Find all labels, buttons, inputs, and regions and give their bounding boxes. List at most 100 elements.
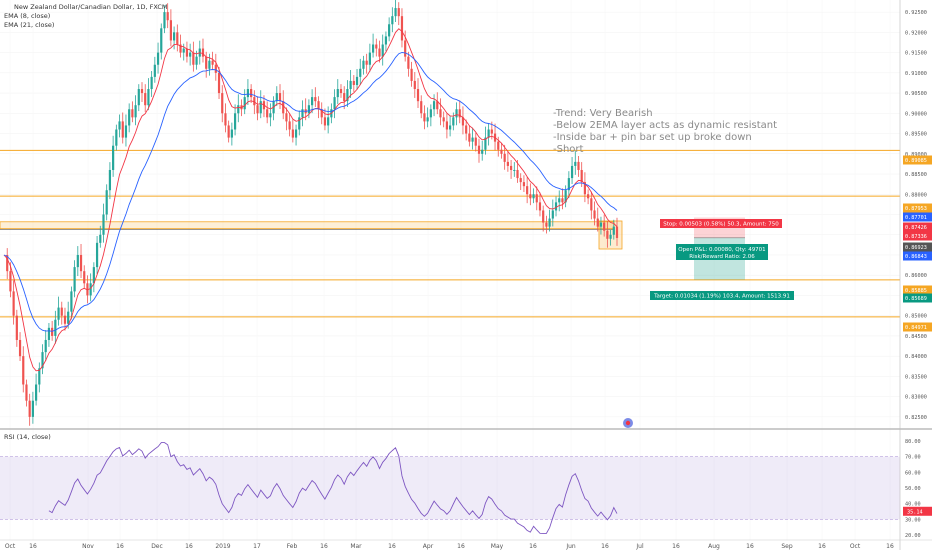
candle-body bbox=[179, 44, 182, 53]
candle-body bbox=[397, 8, 400, 17]
target-label: Target: 0.01034 (1.19%) 103.4, Amount: 1… bbox=[653, 294, 790, 300]
candle-body bbox=[301, 109, 304, 118]
candle-body bbox=[394, 8, 397, 17]
candle-body bbox=[416, 89, 420, 102]
candle-body bbox=[371, 44, 375, 53]
stop-label-bg bbox=[660, 219, 782, 228]
candle-body bbox=[368, 52, 371, 65]
candle-body bbox=[429, 109, 432, 118]
time-tick-label: Feb bbox=[287, 543, 298, 550]
price-tick-label: 0.90500 bbox=[905, 91, 927, 97]
candle-body bbox=[307, 105, 310, 114]
candle-body bbox=[288, 121, 291, 130]
candle-body bbox=[169, 20, 172, 41]
candle-body bbox=[532, 194, 535, 199]
candle-body bbox=[455, 109, 458, 118]
price-tick-label: 0.92000 bbox=[905, 30, 927, 36]
candle-body bbox=[400, 16, 404, 41]
candle-body bbox=[436, 101, 439, 110]
price-tick-label: 0.83500 bbox=[905, 374, 927, 380]
candle-body bbox=[233, 113, 237, 130]
candle-body bbox=[487, 129, 490, 138]
candle-body bbox=[147, 89, 150, 106]
long-short-position-tool[interactable]: Stop: 0.00503 (0.58%) 50.3, Amount: 750 O… bbox=[623, 217, 794, 428]
ema-lines bbox=[3, 28, 618, 372]
rr-label: Risk/Reward Ratio: 2.06 bbox=[689, 254, 755, 260]
time-tick-label: 16 bbox=[457, 543, 465, 550]
candle-body bbox=[349, 80, 352, 90]
candle-body bbox=[201, 48, 205, 57]
time-tick-label: 16 bbox=[818, 543, 826, 550]
candle-body bbox=[163, 12, 166, 29]
candle-body bbox=[70, 291, 73, 312]
candle-body bbox=[285, 113, 288, 122]
price-tick-label: 0.83000 bbox=[905, 395, 927, 401]
rsi-tick-label: 50.00 bbox=[905, 486, 921, 492]
candle-body bbox=[529, 194, 532, 199]
symbol-title: New Zealand Dollar/Canadian Dollar, 1D, … bbox=[14, 3, 167, 11]
annotation-line-1: -Trend: Very Bearish bbox=[553, 108, 653, 119]
candle-body bbox=[577, 161, 580, 170]
rsi-legend[interactable]: RSI (14, close) bbox=[4, 433, 51, 441]
ema21-legend[interactable]: EMA (21, close) bbox=[4, 21, 54, 29]
candle-body bbox=[269, 113, 272, 118]
price-badge: 0.87953 bbox=[905, 206, 927, 212]
candle-body bbox=[259, 101, 262, 114]
candle-body bbox=[404, 40, 407, 57]
candle-body bbox=[89, 283, 92, 296]
candle-body bbox=[317, 101, 320, 110]
snapshot-icon-dot bbox=[625, 420, 631, 426]
candle-body bbox=[352, 80, 355, 85]
candle-body bbox=[567, 178, 570, 191]
rsi-badge: 35.14 bbox=[907, 509, 923, 515]
candle-body bbox=[333, 97, 336, 110]
candle-body bbox=[112, 145, 115, 170]
candle-body bbox=[294, 129, 298, 138]
candle-body bbox=[221, 93, 224, 114]
candle-body bbox=[526, 186, 529, 195]
candle-body bbox=[580, 169, 583, 183]
candle-body bbox=[500, 149, 503, 154]
candle-body bbox=[278, 93, 282, 102]
price-badge: 0.85689 bbox=[905, 296, 927, 302]
price-tick-label: 0.92500 bbox=[905, 10, 927, 16]
candle-body bbox=[144, 93, 147, 106]
candle-body bbox=[445, 121, 449, 130]
candle-body bbox=[22, 356, 25, 385]
candle-body bbox=[124, 125, 128, 138]
candle-body bbox=[95, 242, 99, 268]
candle-body bbox=[44, 339, 47, 353]
trade-annotation[interactable]: -Trend: Very Bearish -Below 2EMA layer a… bbox=[553, 108, 777, 155]
price-badge-bg bbox=[903, 212, 932, 222]
candle-body bbox=[477, 145, 481, 154]
candle-body bbox=[217, 72, 221, 94]
candle-body bbox=[192, 52, 195, 65]
candle-body bbox=[593, 210, 596, 219]
rsi-badge-bg bbox=[903, 506, 932, 516]
rsi-tick-label: 70.00 bbox=[905, 455, 921, 461]
ema8-legend[interactable]: EMA (8, close) bbox=[4, 12, 50, 20]
candle-body bbox=[603, 222, 606, 231]
rsi-tick-label: 40.00 bbox=[905, 502, 921, 508]
candle-body bbox=[323, 117, 327, 126]
price-badge: 0.85885 bbox=[905, 288, 927, 294]
candle-body bbox=[551, 210, 554, 219]
support-zone[interactable] bbox=[0, 221, 615, 230]
candle-body bbox=[538, 202, 542, 211]
candle-body bbox=[224, 113, 227, 126]
candle-body bbox=[67, 311, 70, 324]
candle-body bbox=[564, 190, 567, 203]
candle-body bbox=[535, 194, 538, 203]
candle-body bbox=[378, 48, 381, 57]
price-badge-bg bbox=[903, 285, 932, 295]
price-badge-bg bbox=[903, 293, 932, 303]
grid-lines bbox=[0, 11, 900, 418]
candle-body bbox=[452, 117, 455, 126]
annotation-line-3: -Inside bar + pin bar set up broke down bbox=[553, 132, 752, 143]
candle-body bbox=[266, 109, 269, 118]
time-tick-label: May bbox=[491, 543, 504, 550]
candle-body bbox=[314, 97, 317, 102]
candle-body bbox=[47, 327, 51, 340]
candle-body bbox=[153, 64, 156, 77]
